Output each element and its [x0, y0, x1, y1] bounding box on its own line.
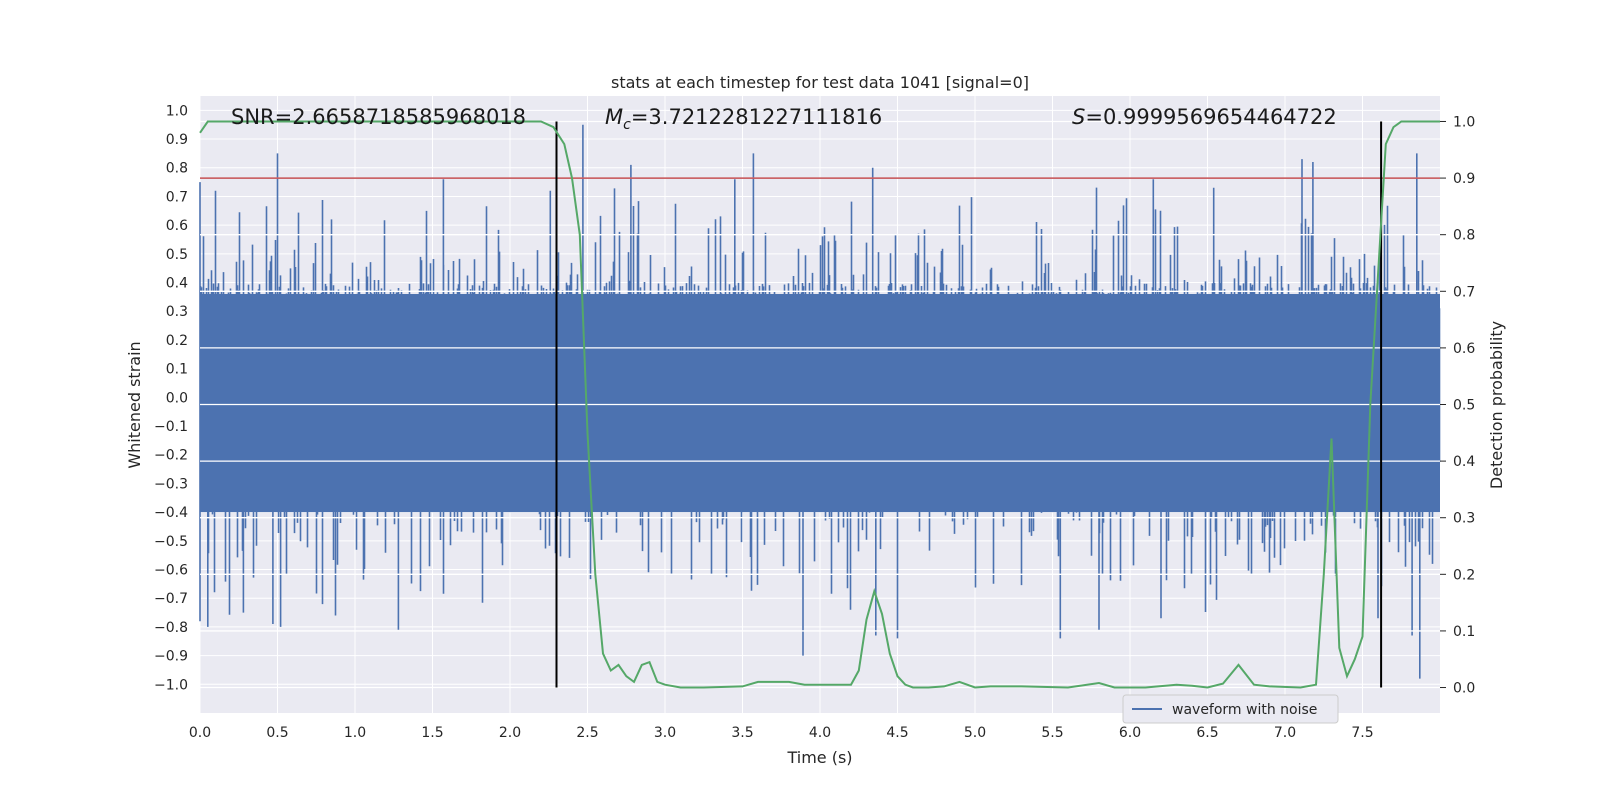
y-left-tick-label: 0.3: [166, 304, 188, 320]
y-right-tick-label: 1.0: [1453, 114, 1475, 130]
x-tick-labels: 0.0 0.5 1.0 1.5 2.0 2.5 3.0 3.5 4.0 4.5 5.0 5.5 6.0 6…: [189, 725, 1374, 741]
x-tick-label: 2.0: [499, 725, 521, 741]
y-left-tick-label: −0.6: [154, 563, 188, 579]
legend-label: waveform with noise: [1172, 702, 1317, 718]
y-left-tick-label: 0.1: [166, 362, 188, 378]
chart-title: stats at each timestep for test data 104…: [611, 73, 1029, 92]
y-left-tick-label: −0.5: [154, 534, 188, 550]
y-left-tick-label: 0.7: [166, 189, 188, 205]
snr-annotation: SNR=2.6658718585968018: [231, 105, 526, 129]
y-left-tick-label: −1.0: [154, 677, 188, 693]
y-right-tick-label: 0.2: [1453, 567, 1475, 583]
significance-annotation: S=0.9999569654464722: [1072, 105, 1337, 129]
y-left-tick-labels: 1.0 0.9 0.8 0.7 0.6 0.5 0.4 0.3 0.2 0.1 0.0 −0.1 −0.…: [154, 103, 188, 693]
x-tick-label: 6.0: [1119, 725, 1141, 741]
y-left-tick-label: −0.7: [154, 591, 188, 607]
y-right-tick-label: 0.8: [1453, 228, 1475, 244]
y-right-tick-label: 0.0: [1453, 681, 1475, 697]
y-left-tick-label: 0.0: [166, 390, 188, 406]
y-right-tick-label: 0.4: [1453, 454, 1475, 470]
y-left-tick-label: 0.4: [166, 276, 188, 292]
y-right-tick-label: 0.1: [1453, 624, 1475, 640]
s-value: =0.9999569654464722: [1085, 105, 1336, 129]
y-left-tick-label: 0.5: [166, 247, 188, 263]
y-left-tick-label: −0.8: [154, 620, 188, 636]
y-left-tick-label: 0.2: [166, 333, 188, 349]
y-left-tick-label: 1.0: [166, 103, 188, 119]
x-tick-label: 6.5: [1196, 725, 1218, 741]
x-tick-label: 1.5: [421, 725, 443, 741]
y-axis-right-label: Detection probability: [1487, 321, 1506, 489]
y-left-tick-label: −0.3: [154, 476, 188, 492]
x-tick-label: 0.5: [266, 725, 288, 741]
legend: waveform with noise: [1122, 694, 1339, 724]
x-tick-label: 0.0: [189, 725, 211, 741]
y-right-tick-label: 0.6: [1453, 341, 1475, 357]
legend-box: [1122, 694, 1339, 724]
waveform-series: [199, 124, 1441, 679]
y-left-tick-label: −0.4: [154, 505, 188, 521]
mc-subscript: c: [623, 117, 631, 133]
y-left-tick-label: 0.6: [166, 218, 188, 234]
detection-probability-line: [199, 120, 1440, 689]
x-tick-label: 7.0: [1274, 725, 1296, 741]
s-symbol: S: [1072, 105, 1085, 129]
waveform-dense-band: [200, 294, 1440, 513]
chirp-mass-annotation: Mc=3.7212281227111816: [605, 105, 882, 133]
y-left-tick-label: −0.2: [154, 448, 188, 464]
x-tick-label: 5.0: [964, 725, 986, 741]
x-tick-label: 5.5: [1041, 725, 1063, 741]
y-left-tick-label: 0.8: [166, 161, 188, 177]
y-right-tick-label: 0.3: [1453, 511, 1475, 527]
y-axis-left-label: Whitened strain: [125, 341, 144, 468]
x-tick-label: 2.5: [576, 725, 598, 741]
y-right-tick-label: 0.5: [1453, 398, 1475, 414]
y-right-tick-labels: 1.0 0.9 0.8 0.7 0.6 0.5 0.4 0.3 0.2 0.1 0.0: [1440, 114, 1475, 697]
y-left-tick-label: −0.1: [154, 419, 188, 435]
x-tick-label: 4.5: [886, 725, 908, 741]
x-tick-label: 1.0: [344, 725, 366, 741]
y-right-tick-label: 0.7: [1453, 284, 1475, 300]
x-tick-label: 7.5: [1351, 725, 1373, 741]
x-tick-label: 4.0: [809, 725, 831, 741]
x-axis-label: Time (s): [786, 748, 852, 767]
y-right-tick-label: 0.9: [1453, 171, 1475, 187]
mc-value: =3.7212281227111816: [631, 105, 882, 129]
x-tick-label: 3.5: [731, 725, 753, 741]
x-tick-label: 3.0: [654, 725, 676, 741]
mc-symbol: M: [605, 105, 623, 129]
y-left-tick-label: 0.9: [166, 132, 188, 148]
y-left-tick-label: −0.9: [154, 649, 188, 665]
